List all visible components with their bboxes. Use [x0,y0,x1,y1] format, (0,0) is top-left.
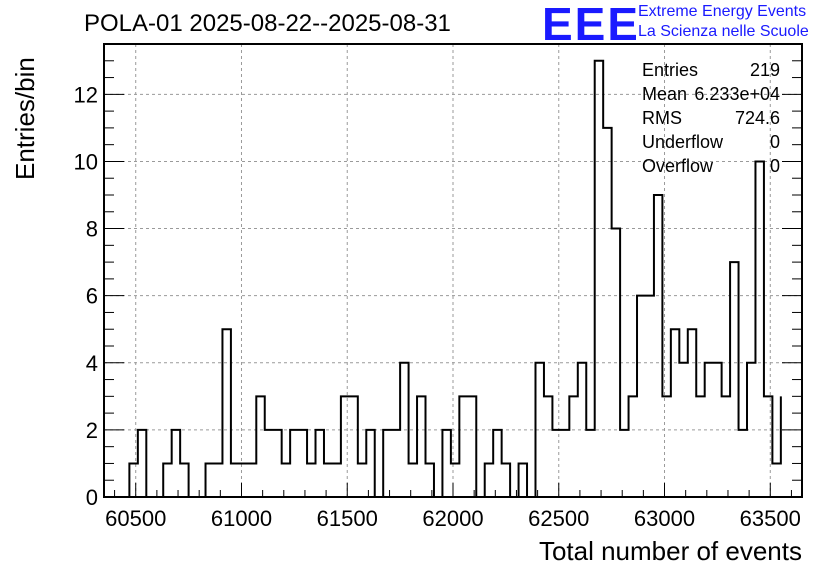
y-tick-label: 0 [86,485,98,510]
axis-ticks: 60500 61000 61500 62000 62500 63000 63500 0 2 4 6 8… [74,60,802,531]
stats-label: Overflow [642,156,714,176]
logo-line2: La Scienza nelle Scuole [638,23,809,40]
stats-value: 6.233e+04 [694,84,780,104]
x-tick-label: 62500 [528,506,589,531]
stats-label: Entries [642,60,699,80]
grid-lines [104,44,802,497]
stats-label: Mean [642,84,688,104]
y-tick-label: 10 [74,149,98,174]
y-tick-label: 4 [86,351,98,376]
x-tick-label: 62000 [422,506,483,531]
x-tick-label: 60500 [105,506,166,531]
y-tick-label: 8 [86,217,98,242]
y-tick-label: 2 [86,418,98,443]
logo-caption: Extreme Energy Events La Scienza nelle S… [638,2,809,42]
stats-row-underflow: Underflow 0 [642,132,780,156]
stats-value: 0 [769,132,780,152]
stats-row-mean: Mean 6.233e+04 [642,84,780,108]
x-tick-label: 61000 [211,506,272,531]
x-tick-label: 61500 [317,506,378,531]
x-tick-label: 63500 [740,506,801,531]
logo-mark: EEE [542,0,636,46]
chart-title: POLA-01 2025-08-22--2025-08-31 [84,10,451,37]
stats-label: RMS [642,108,682,128]
stats-value: 0 [769,156,780,176]
stats-box: Entries 219 Mean 6.233e+04 RMS 724.6 Und… [642,60,780,180]
logo-line1: Extreme Energy Events [638,3,807,20]
stats-value: 724.6 [734,108,780,128]
x-tick-label: 63000 [634,506,695,531]
stats-row-overflow: Overflow 0 [642,156,780,180]
stats-row-entries: Entries 219 [642,60,780,84]
stats-row-rms: RMS 724.6 [642,108,780,132]
y-tick-label: 12 [74,82,98,107]
stats-value: 219 [749,60,780,80]
y-tick-label: 6 [86,284,98,309]
stats-label: Underflow [642,132,724,152]
y-axis-label: Entries/bin [10,57,40,180]
x-axis-label: Total number of events [538,536,802,566]
eee-logo-icon: EEE [542,0,636,46]
histogram-steps [128,59,782,498]
